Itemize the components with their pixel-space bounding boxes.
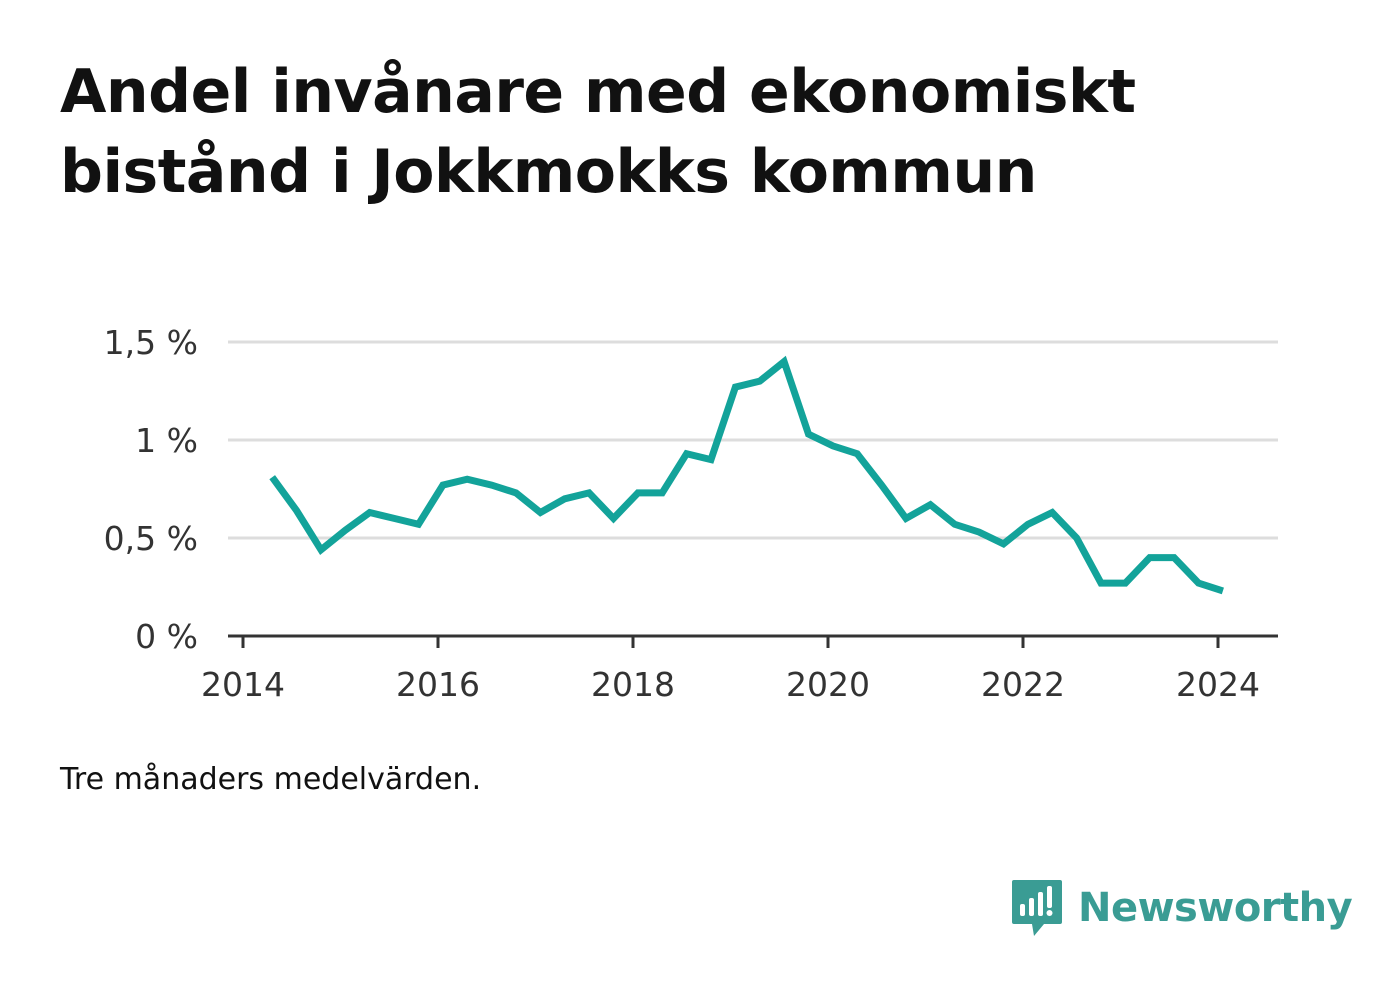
newsworthy-logo-icon (1012, 880, 1062, 936)
x-tick-label: 2024 (1176, 665, 1260, 704)
x-tick-label: 2022 (981, 665, 1065, 704)
y-tick-label: 0 % (135, 617, 198, 656)
y-tick-label: 1 % (135, 421, 198, 460)
line-chart: 0 % 0,5 % 1 % 1,5 % 2014 2016 2018 2020 2022 202… (104, 323, 1278, 704)
x-tick-label: 2018 (591, 665, 675, 704)
grid-lines (228, 340, 1278, 540)
x-tick-label: 2016 (396, 665, 480, 704)
x-tick-label: 2014 (201, 665, 285, 704)
chart-title: Andel invånare med ekonomiskt bistånd i … (60, 57, 1136, 207)
brand-name: Newsworthy (1078, 885, 1353, 931)
y-axis-ticks: 0 % 0,5 % 1 % 1,5 % (104, 323, 198, 656)
series-line (269, 355, 1224, 595)
y-tick-label: 1,5 % (104, 323, 198, 362)
brand-logo[interactable]: Newsworthy (1010, 878, 1353, 938)
series-layer (269, 355, 1224, 595)
footnote: Tre månaders medelvärden. (60, 762, 482, 797)
x-axis-ticks: 2014 2016 2018 2020 2022 2024 (201, 636, 1260, 704)
y-tick-label: 0,5 % (104, 519, 198, 558)
x-tick-label: 2020 (786, 665, 870, 704)
